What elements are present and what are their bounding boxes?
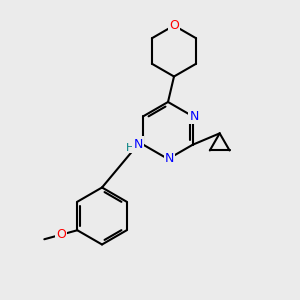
Text: N: N [165, 152, 174, 166]
Text: N: N [190, 110, 199, 123]
Text: O: O [169, 19, 179, 32]
Text: O: O [56, 228, 66, 241]
Text: N: N [134, 138, 143, 151]
Text: H: H [126, 143, 134, 153]
